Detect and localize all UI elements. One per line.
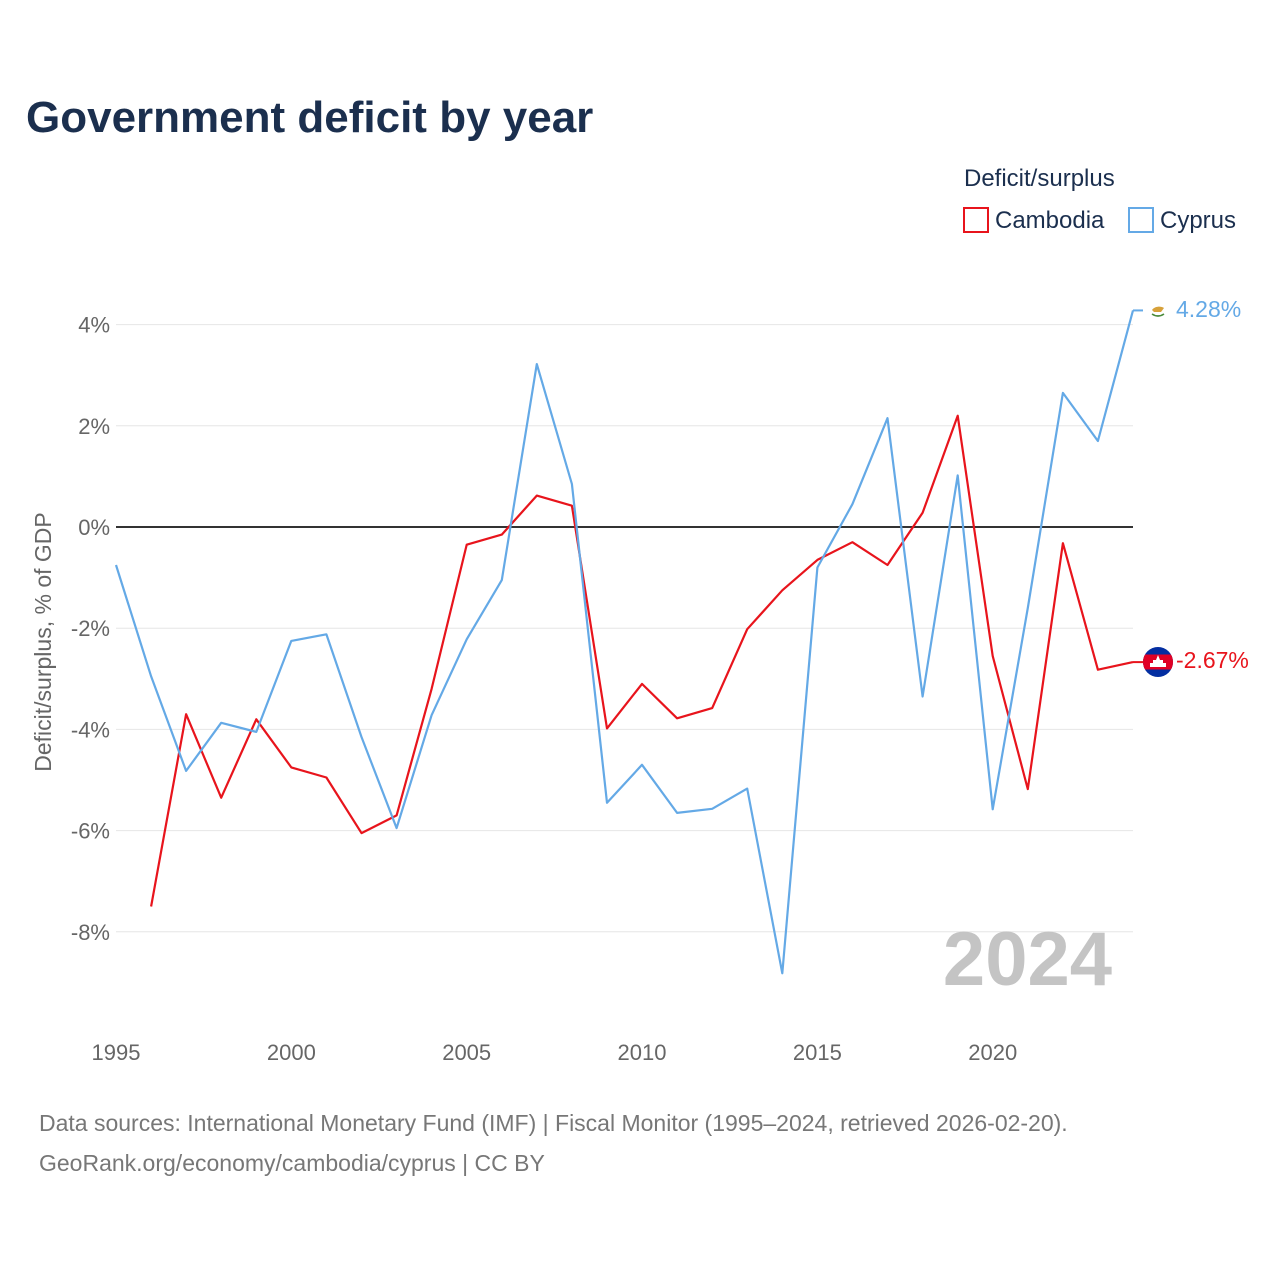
data-point-cyprus[interactable] xyxy=(744,786,750,792)
legend: Deficit/surplus Cambodia Cyprus xyxy=(963,165,1236,234)
y-axis-ticks: 4% 2% 0% -2% -4% -6% -8% xyxy=(71,313,110,945)
data-point-cyprus[interactable] xyxy=(218,720,224,726)
data-point-cambodia[interactable] xyxy=(253,716,259,722)
data-point-cambodia[interactable] xyxy=(674,715,680,721)
data-point-cambodia[interactable] xyxy=(183,711,189,717)
data-point-cyprus[interactable] xyxy=(709,806,715,812)
y-tick-label: -2% xyxy=(71,616,110,641)
series-layer xyxy=(113,309,1143,976)
data-point-cyprus[interactable] xyxy=(990,806,996,812)
data-point-cambodia[interactable] xyxy=(394,812,400,818)
cambodia-flag-icon xyxy=(1143,647,1173,677)
data-point-cambodia[interactable] xyxy=(499,532,505,538)
data-point-cambodia[interactable] xyxy=(955,413,961,419)
data-point-cambodia[interactable] xyxy=(429,686,435,692)
series-line-cyprus[interactable] xyxy=(114,310,1135,975)
data-point-cambodia[interactable] xyxy=(604,725,610,731)
y-axis-label: Deficit/surplus, % of GDP xyxy=(30,512,56,771)
data-point-cambodia[interactable] xyxy=(990,653,996,659)
data-point-cyprus[interactable] xyxy=(1095,438,1101,444)
x-tick-label: 2020 xyxy=(968,1040,1017,1065)
data-point-cambodia[interactable] xyxy=(323,774,329,780)
data-point-cambodia[interactable] xyxy=(920,510,926,516)
cyprus-flag-icon xyxy=(1150,303,1166,319)
legend-swatch-cyprus xyxy=(1128,207,1154,233)
data-point-cyprus[interactable] xyxy=(1025,605,1031,611)
legend-label-cambodia: Cambodia xyxy=(995,207,1105,234)
data-point-cambodia[interactable] xyxy=(744,626,750,632)
cambodia-end-label: -2.67% xyxy=(1176,647,1249,673)
data-point-cyprus[interactable] xyxy=(183,768,189,774)
x-tick-label: 2000 xyxy=(267,1040,316,1065)
legend-label-cyprus: Cyprus xyxy=(1160,207,1236,234)
data-point-cyprus[interactable] xyxy=(814,564,820,570)
legend-item-cambodia[interactable]: Cambodia xyxy=(963,207,1105,234)
x-tick-label: 1995 xyxy=(92,1040,141,1065)
chart-title: Government deficit by year xyxy=(26,93,593,142)
x-tick-label: 2005 xyxy=(442,1040,491,1065)
data-point-cyprus[interactable] xyxy=(464,636,470,642)
x-tick-label: 2010 xyxy=(618,1040,667,1065)
data-point-cyprus[interactable] xyxy=(358,734,364,740)
data-point-cyprus[interactable] xyxy=(288,638,294,644)
data-point-cambodia[interactable] xyxy=(1060,540,1066,546)
data-point-cambodia[interactable] xyxy=(148,904,154,910)
data-point-cambodia[interactable] xyxy=(639,681,645,687)
data-point-cyprus[interactable] xyxy=(323,631,329,637)
legend-title: Deficit/surplus xyxy=(964,165,1115,192)
source-line-2[interactable]: GeoRank.org/economy/cambodia/cyprus | CC… xyxy=(39,1150,545,1176)
data-point-cyprus[interactable] xyxy=(394,825,400,831)
data-point-cambodia[interactable] xyxy=(534,493,540,499)
data-point-cyprus[interactable] xyxy=(849,501,855,507)
y-tick-label: -8% xyxy=(71,920,110,945)
data-point-cyprus[interactable] xyxy=(569,481,575,487)
data-point-cyprus[interactable] xyxy=(499,577,505,583)
data-point-cyprus[interactable] xyxy=(534,361,540,367)
data-point-cambodia[interactable] xyxy=(709,705,715,711)
data-point-cyprus[interactable] xyxy=(779,970,785,976)
data-point-cambodia[interactable] xyxy=(779,587,785,593)
x-tick-label: 2015 xyxy=(793,1040,842,1065)
y-tick-label: -6% xyxy=(71,819,110,844)
data-point-cambodia[interactable] xyxy=(464,542,470,548)
data-point-cyprus[interactable] xyxy=(885,415,891,421)
y-tick-label: 4% xyxy=(78,313,110,338)
series-cyprus xyxy=(113,309,1143,976)
data-point-cyprus[interactable] xyxy=(113,562,119,568)
data-point-cambodia[interactable] xyxy=(885,562,891,568)
data-point-cyprus[interactable] xyxy=(639,762,645,768)
data-point-cambodia[interactable] xyxy=(849,539,855,545)
data-point-cambodia[interactable] xyxy=(218,795,224,801)
data-point-cyprus[interactable] xyxy=(674,810,680,816)
year-watermark: 2024 xyxy=(943,917,1112,1002)
legend-swatch-cambodia xyxy=(963,207,989,233)
source-line-1: Data sources: International Monetary Fun… xyxy=(39,1110,1068,1136)
data-point-cyprus[interactable] xyxy=(1060,390,1066,396)
data-point-cambodia[interactable] xyxy=(358,830,364,836)
data-point-cyprus[interactable] xyxy=(920,694,926,700)
data-point-cyprus[interactable] xyxy=(253,729,259,735)
x-axis-ticks: 1995 2000 2005 2010 2015 2020 xyxy=(92,1040,1018,1065)
data-point-cyprus[interactable] xyxy=(429,712,435,718)
series-line-cambodia[interactable] xyxy=(150,414,1134,907)
legend-item-cyprus[interactable]: Cyprus xyxy=(1128,207,1236,234)
y-tick-label: -4% xyxy=(71,717,110,742)
y-tick-label: 2% xyxy=(78,414,110,439)
data-point-cyprus[interactable] xyxy=(148,673,154,679)
data-point-cambodia[interactable] xyxy=(1025,786,1031,792)
data-point-cyprus[interactable] xyxy=(604,800,610,806)
gridlines xyxy=(116,324,1133,933)
y-tick-label: 0% xyxy=(78,515,110,540)
data-point-cambodia[interactable] xyxy=(1095,667,1101,673)
data-point-cambodia[interactable] xyxy=(288,764,294,770)
series-cambodia xyxy=(148,413,1143,910)
data-point-cyprus[interactable] xyxy=(955,472,961,478)
cyprus-end-label: 4.28% xyxy=(1176,296,1241,322)
